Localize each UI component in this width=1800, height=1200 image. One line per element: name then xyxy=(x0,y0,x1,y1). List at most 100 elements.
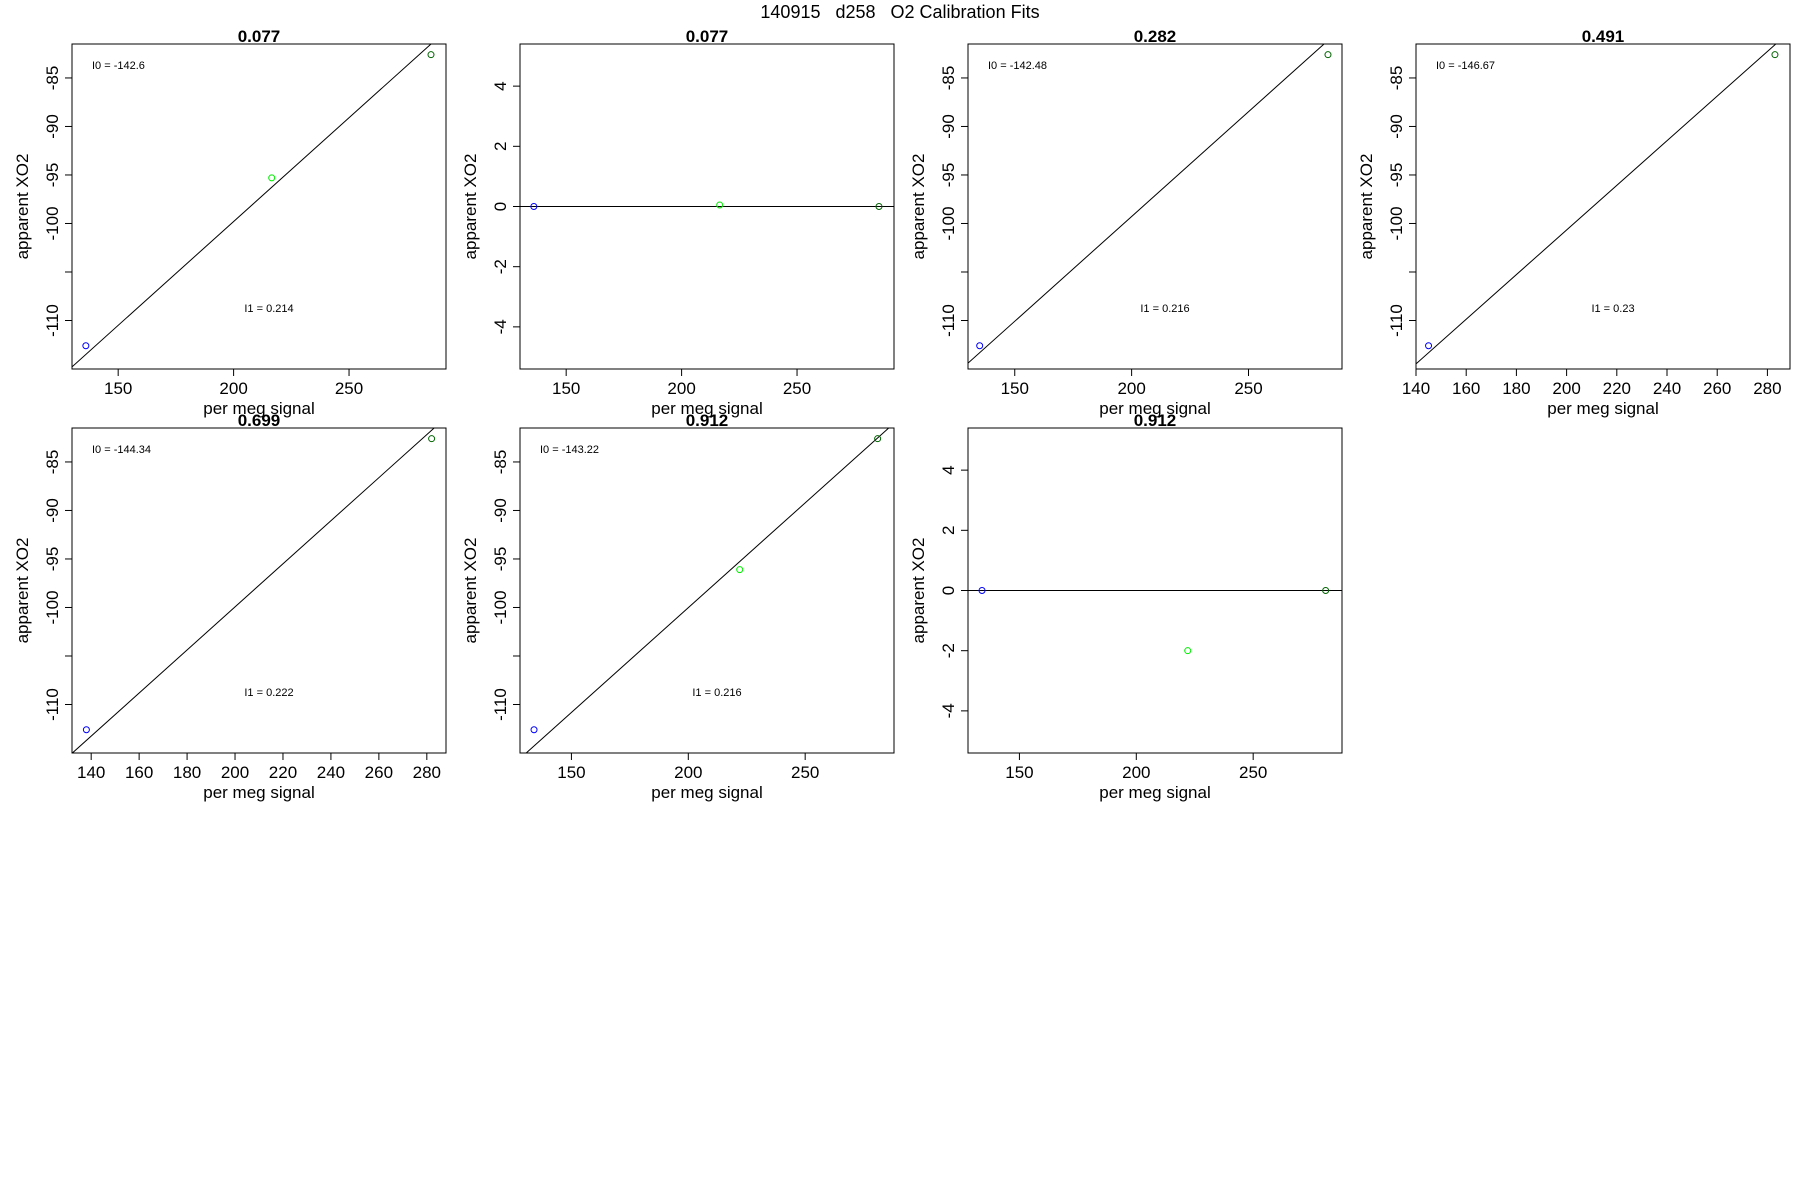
y-tick-label: -2 xyxy=(491,259,510,274)
y-tick-label: -2 xyxy=(939,643,958,658)
fit-line xyxy=(72,44,432,368)
y-tick-label: -100 xyxy=(939,206,958,240)
x-tick-label: 150 xyxy=(1001,379,1029,398)
x-tick-label: 150 xyxy=(1005,763,1033,782)
y-tick-label: -95 xyxy=(1387,163,1406,188)
x-tick-label: 150 xyxy=(104,379,132,398)
fit-line xyxy=(72,428,435,753)
x-tick-label: 250 xyxy=(783,379,811,398)
panel-1: 0.077 150 200 250 per meg signal -110 -100 -95 -… xyxy=(13,27,447,418)
panel-title: 0.077 xyxy=(686,27,729,46)
x-tick-label: 280 xyxy=(1753,379,1781,398)
y-tick-label: -85 xyxy=(43,66,62,91)
plot-frame xyxy=(71,427,447,754)
data-point xyxy=(874,435,882,443)
x-tick-label: 250 xyxy=(335,379,363,398)
y-axis-label: apparent XO2 xyxy=(1357,154,1376,260)
x-tick-label: 160 xyxy=(125,763,153,782)
data-point xyxy=(1425,342,1433,350)
panel-title: 0.491 xyxy=(1582,27,1625,46)
x-tick-label: 250 xyxy=(791,763,819,782)
x-tick-label: 220 xyxy=(1603,379,1631,398)
x-tick-label: 250 xyxy=(1239,763,1267,782)
y-tick-label: -85 xyxy=(491,450,510,475)
y-axis-label: apparent XO2 xyxy=(461,538,480,644)
x-tick-label: 250 xyxy=(1234,379,1262,398)
y-tick-label: -110 xyxy=(43,304,62,337)
intercept-annotation: I0 = -142.6 xyxy=(92,60,145,72)
y-tick-label: 2 xyxy=(491,142,510,151)
data-point xyxy=(530,203,538,210)
y-tick-label: -90 xyxy=(43,114,62,139)
y-tick-label: 4 xyxy=(491,81,510,90)
y-tick-label: -90 xyxy=(939,114,958,139)
y-tick-label: -85 xyxy=(43,450,62,475)
x-tick-label: 260 xyxy=(1703,379,1731,398)
panel-title: 0.699 xyxy=(238,411,281,430)
panel-4: 0.491 140 160 180 200 220 240 260 280 per meg sig… xyxy=(1357,27,1791,418)
y-tick-label: -90 xyxy=(491,498,510,523)
y-tick-label: -95 xyxy=(939,163,958,188)
intercept-annotation: I0 = -142.48 xyxy=(988,60,1047,72)
panel-title: 0.912 xyxy=(686,411,729,430)
data-point xyxy=(978,587,986,594)
x-tick-label: 200 xyxy=(1552,379,1580,398)
x-tick-label: 200 xyxy=(221,763,249,782)
slope-annotation: I1 = 0.222 xyxy=(244,687,293,699)
y-tick-label: -85 xyxy=(939,66,958,91)
x-axis-label: per meg signal xyxy=(651,783,763,802)
panel-2: 0.077 150 200 250 per meg signal -4 -2 0 2 4 appar… xyxy=(461,27,895,418)
fit-line xyxy=(1416,44,1777,365)
x-tick-label: 160 xyxy=(1452,379,1480,398)
x-axis-label: per meg signal xyxy=(651,399,763,418)
x-tick-label: 150 xyxy=(557,763,585,782)
x-tick-label: 140 xyxy=(1402,379,1430,398)
y-tick-label: -4 xyxy=(491,319,510,334)
plot-frame xyxy=(1415,43,1791,370)
y-tick-label: -100 xyxy=(491,590,510,624)
y-axis-label: apparent XO2 xyxy=(13,538,32,644)
plot-frame xyxy=(519,427,895,754)
y-tick-label: -110 xyxy=(43,688,62,721)
data-point xyxy=(427,51,435,59)
panel-title: 0.077 xyxy=(238,27,281,46)
fit-line xyxy=(968,44,1325,364)
data-point xyxy=(1322,587,1330,594)
y-tick-label: 0 xyxy=(491,202,510,211)
data-point xyxy=(736,566,744,574)
x-tick-label: 200 xyxy=(219,379,247,398)
y-axis-label: apparent XO2 xyxy=(909,538,928,644)
fit-line xyxy=(525,428,890,753)
x-tick-label: 280 xyxy=(413,763,441,782)
y-tick-label: 4 xyxy=(939,465,958,474)
data-point xyxy=(1324,51,1332,59)
data-point xyxy=(82,726,90,734)
y-tick-label: 2 xyxy=(939,526,958,535)
y-tick-label: -4 xyxy=(939,703,958,718)
x-tick-label: 240 xyxy=(317,763,345,782)
data-point xyxy=(976,342,984,350)
x-tick-label: 140 xyxy=(77,763,105,782)
x-tick-label: 150 xyxy=(552,379,580,398)
y-axis-label: apparent XO2 xyxy=(13,154,32,260)
y-tick-label: -90 xyxy=(1387,114,1406,139)
x-axis-label: per meg signal xyxy=(1547,399,1659,418)
data-point xyxy=(268,174,276,182)
y-tick-label: -85 xyxy=(1387,66,1406,91)
y-tick-label: 0 xyxy=(939,586,958,595)
x-tick-label: 180 xyxy=(1502,379,1530,398)
y-tick-label: -90 xyxy=(43,498,62,523)
slope-annotation: I1 = 0.216 xyxy=(692,687,741,699)
y-axis-label: apparent XO2 xyxy=(909,154,928,260)
data-point xyxy=(1771,51,1779,59)
x-tick-label: 180 xyxy=(173,763,201,782)
x-tick-label: 200 xyxy=(1117,379,1145,398)
x-axis-label: per meg signal xyxy=(1099,783,1211,802)
y-tick-label: -95 xyxy=(43,163,62,188)
y-tick-label: -100 xyxy=(1387,206,1406,240)
panel-title: 0.282 xyxy=(1134,27,1177,46)
y-tick-label: -95 xyxy=(43,547,62,572)
panel-7: 0.912 150 200 250 per meg signal -4 -2 0 2 4 appar… xyxy=(909,411,1343,802)
panel-5: 0.699 140 160 180 200 220 240 260 280 per meg sig… xyxy=(13,411,447,802)
